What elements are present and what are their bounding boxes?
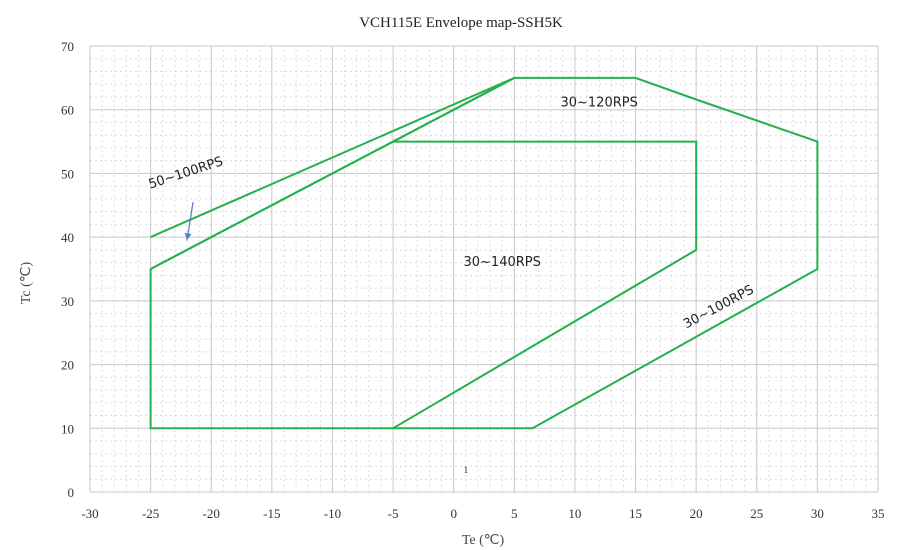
x-tick-label: 5: [511, 506, 518, 521]
envelope-line: [393, 98, 819, 430]
region-label: 1: [464, 465, 469, 475]
y-tick-label: 0: [68, 485, 75, 500]
x-tick-label: 25: [750, 506, 763, 521]
x-tick-label: -20: [203, 506, 220, 521]
y-tick-label: 20: [61, 358, 74, 373]
x-tick-label: -5: [388, 506, 399, 521]
y-tick-label: 30: [61, 294, 74, 309]
x-tick-label: -15: [263, 506, 280, 521]
grid: [89, 45, 879, 493]
x-tick-label: 20: [690, 506, 703, 521]
y-tick-label: 10: [61, 421, 74, 436]
region-label: 30~140RPS: [463, 255, 540, 270]
x-tick-label: 15: [629, 506, 642, 521]
annotation-arrow-head: [184, 232, 192, 241]
x-axis-title: Te (℃): [462, 533, 505, 548]
x-tick-label: 30: [811, 506, 824, 521]
x-tick-label: 35: [872, 506, 885, 521]
y-tick-label: 40: [61, 230, 74, 245]
y-tick-label: 70: [61, 39, 74, 54]
x-axis-ticks: -30 -25 -20 -15 -10 -5 0 5 10 15 20 25 30 35: [81, 506, 884, 521]
x-tick-label: -25: [142, 506, 159, 521]
x-tick-label: -10: [324, 506, 341, 521]
y-axis-ticks: 0 10 20 30 40 50 60 70: [61, 39, 74, 500]
envelope-line: [149, 140, 698, 430]
envelope-lines: [149, 76, 819, 430]
envelope-line: [392, 76, 697, 143]
chart-title: VCH115E Envelope map-SSH5K: [359, 15, 563, 31]
x-tick-label: -30: [81, 506, 98, 521]
y-axis-title: Tc (℃): [19, 261, 34, 304]
y-tick-label: 50: [61, 166, 74, 181]
y-tick-label: 60: [61, 103, 74, 118]
x-tick-label: 0: [450, 506, 457, 521]
region-label: 30~120RPS: [560, 96, 637, 111]
x-tick-label: 10: [568, 506, 581, 521]
